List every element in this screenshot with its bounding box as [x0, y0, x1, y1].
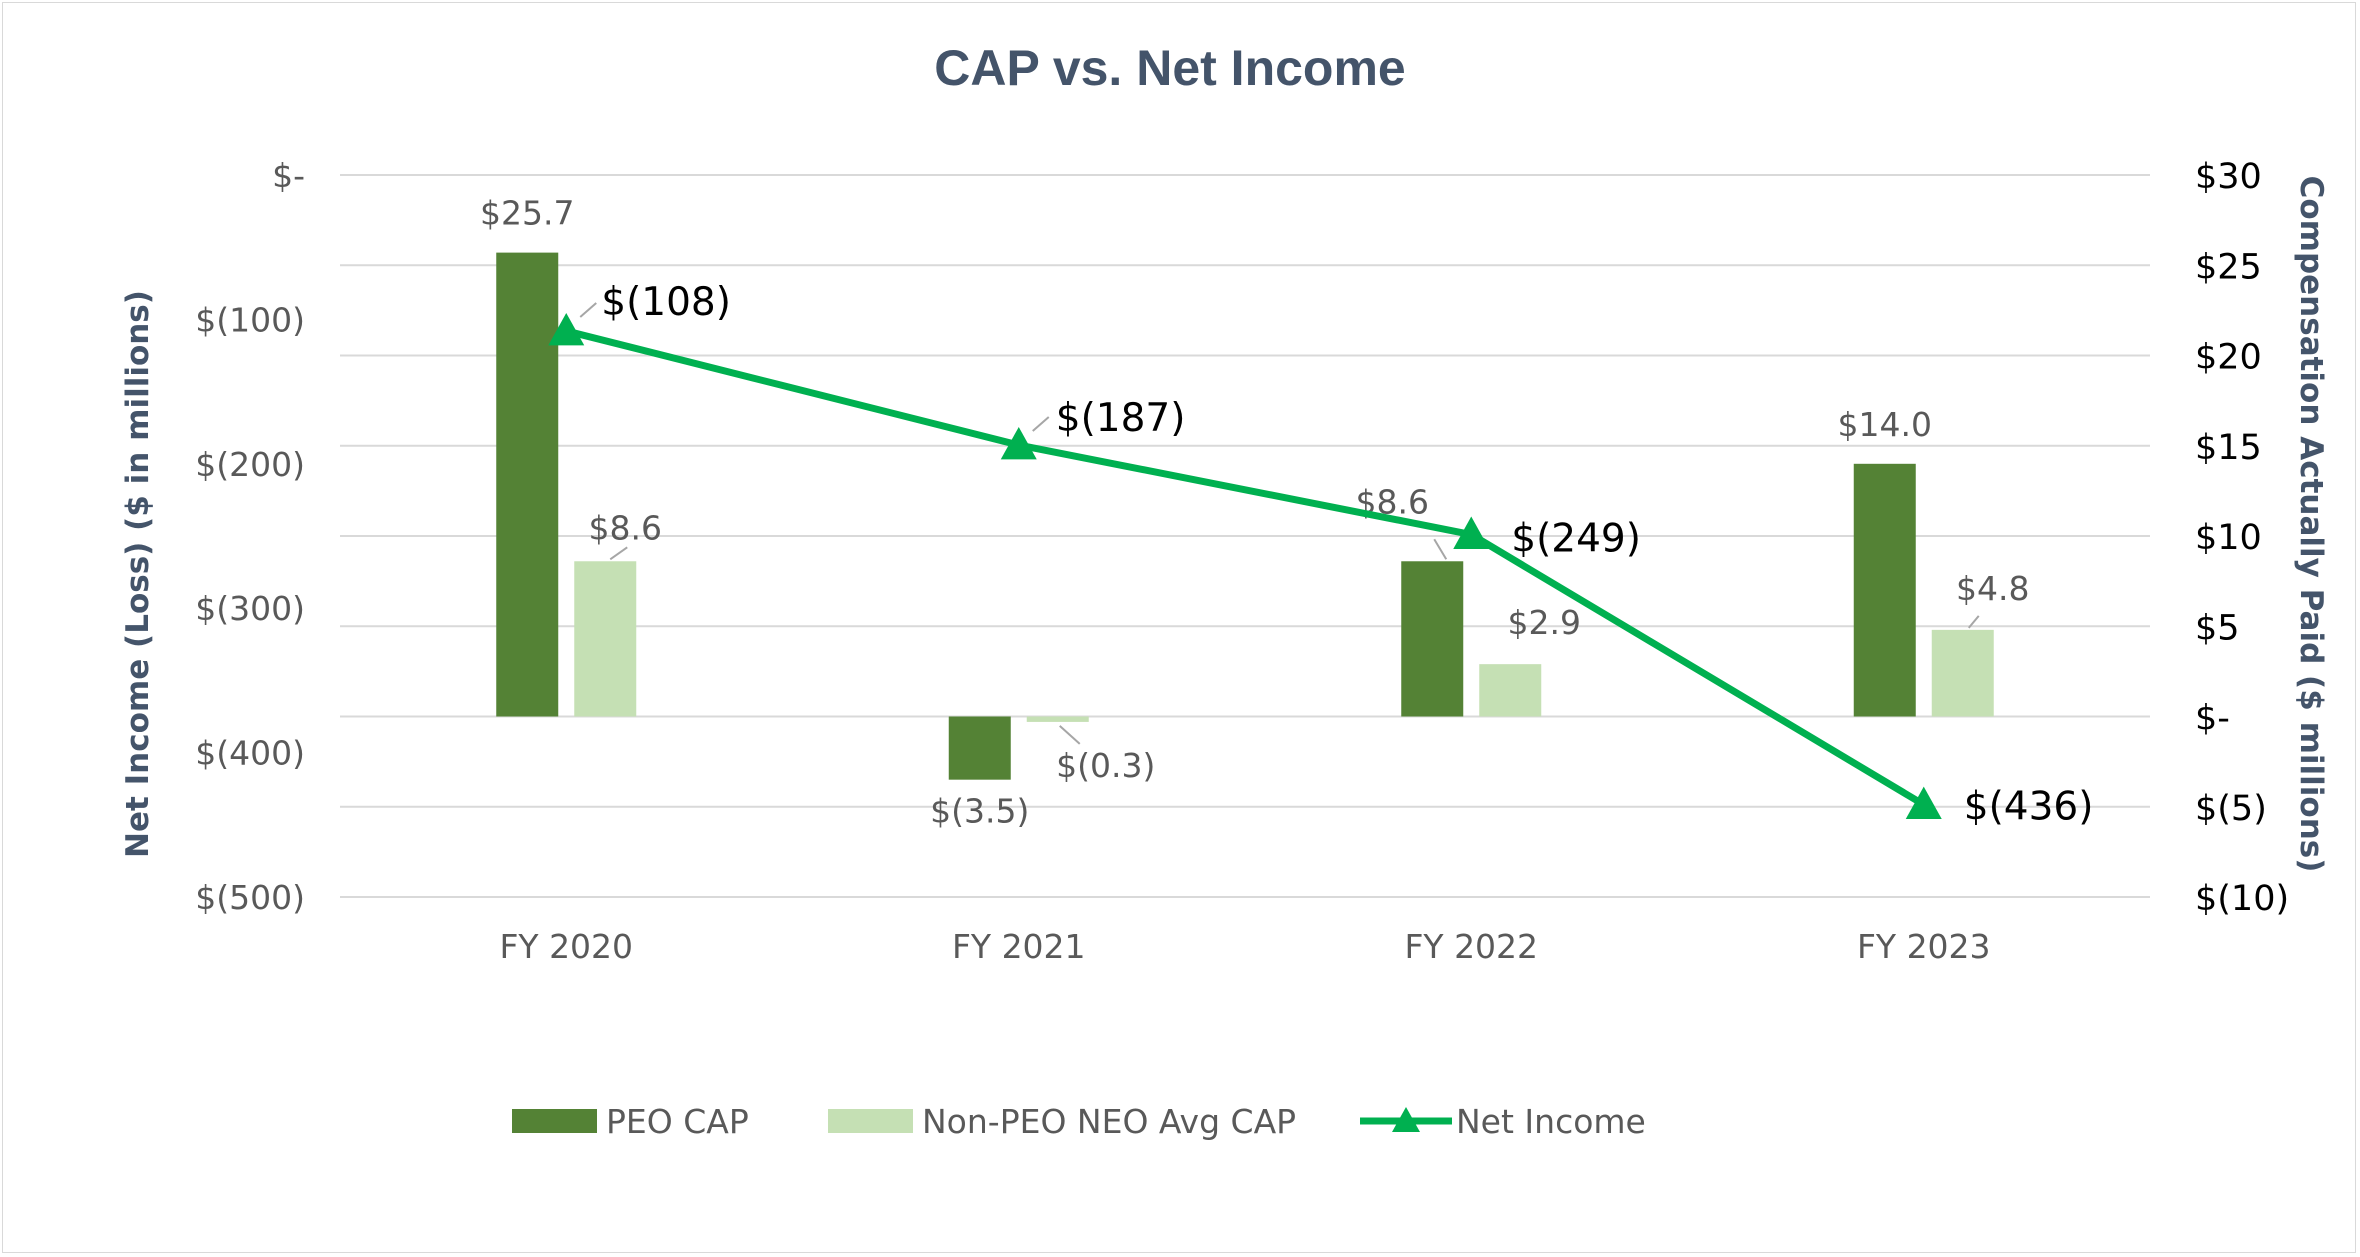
category-label: FY 2022 [1404, 927, 1538, 966]
left-axis-title: Net Income (Loss) ($ in millions) [120, 290, 156, 858]
peo-cap-bar-label: $14.0 [1838, 405, 1932, 444]
legend: PEO CAP Non-PEO NEO Avg CAP Net Income [512, 1102, 1646, 1141]
left-axis-ticks: $- $(100) $(200) $(300) $(400) $(500) [195, 156, 305, 917]
category-label: FY 2023 [1857, 927, 1991, 966]
label-leader-line [579, 302, 597, 318]
leader-lines [609, 538, 1980, 745]
bars [496, 252, 1994, 780]
non-peo-cap-bar [1479, 664, 1542, 717]
right-axis-tick-label: $20 [2195, 338, 2262, 378]
legend-label-peo-cap: PEO CAP [606, 1102, 749, 1141]
legend-swatch-peo-cap [512, 1109, 597, 1133]
chart-title: CAP vs. Net Income [934, 40, 1405, 96]
label-leader-line [609, 546, 628, 561]
non-peo-cap-bar-label: $8.6 [589, 508, 662, 547]
left-axis-tick-label: $(100) [195, 300, 305, 339]
net-income-marker [1000, 427, 1037, 460]
net-income-label: $(436) [1964, 785, 2094, 830]
category-label: FY 2021 [952, 927, 1086, 966]
legend-label-net-income: Net Income [1456, 1102, 1646, 1141]
non-peo-cap-bar-label: $2.9 [1508, 603, 1581, 642]
left-axis-tick-label: $(300) [195, 589, 305, 628]
bar-labels: $25.7$(3.5)$8.6$14.0$8.6$(0.3)$2.9$4.8 [480, 194, 2029, 831]
left-axis-tick-label: $(200) [195, 445, 305, 484]
non-peo-cap-bar-label: $4.8 [1956, 569, 2029, 608]
right-axis-title: Compensation Actually Paid ($ millions) [2293, 176, 2329, 873]
non-peo-cap-bar [574, 561, 637, 717]
label-leader-line [1433, 538, 1448, 560]
net-income-marker [1905, 786, 1942, 819]
right-axis-ticks: $30 $25 $20 $15 $10 $5 $- $(5) $(10) [2195, 157, 2289, 919]
legend-swatch-non-peo-cap [828, 1109, 913, 1133]
non-peo-cap-bar-label: $(0.3) [1056, 746, 1155, 785]
peo-cap-bar [1853, 463, 1916, 717]
net-income-marker [548, 312, 585, 346]
right-axis-tick-label: $15 [2195, 428, 2262, 468]
net-income-line [565, 327, 1926, 808]
right-axis-tick-label: $(10) [2195, 879, 2289, 919]
peo-cap-bar [948, 716, 1011, 780]
left-axis-tick-label: $- [272, 156, 305, 195]
non-peo-cap-bar [1931, 629, 1994, 717]
label-leader-line [1059, 725, 1081, 745]
right-axis-tick-label: $5 [2195, 608, 2240, 648]
net-income-marker [1453, 516, 1490, 549]
non-peo-cap-bar [1026, 716, 1089, 722]
net-income-label: $(187) [1056, 396, 1186, 441]
peo-cap-bar [496, 252, 559, 717]
left-axis-tick-label: $(400) [195, 734, 305, 773]
peo-cap-bar [1401, 561, 1464, 717]
gridlines [340, 174, 2150, 898]
category-label: FY 2020 [499, 927, 633, 966]
right-axis-tick-label: $- [2195, 699, 2230, 739]
legend-label-non-peo-cap: Non-PEO NEO Avg CAP [922, 1102, 1296, 1141]
category-labels: FY 2020 FY 2021 FY 2022 FY 2023 [499, 927, 1990, 966]
label-leader-line [1032, 416, 1050, 432]
peo-cap-bar-label: $25.7 [480, 194, 574, 233]
peo-cap-bar-label: $(3.5) [930, 792, 1029, 831]
net-income-label: $(249) [1511, 517, 1641, 562]
net-income-line-layer: $(108) $(187) $(249) $(436) [548, 280, 2093, 830]
legend-swatch-net-income-marker [1392, 1107, 1420, 1132]
right-axis-tick-label: $(5) [2195, 789, 2267, 829]
left-axis-tick-label: $(500) [195, 878, 305, 917]
right-axis-tick-label: $30 [2195, 157, 2262, 197]
net-income-label: $(108) [601, 280, 731, 325]
right-axis-tick-label: $10 [2195, 518, 2262, 558]
label-leader-line [1967, 615, 1980, 629]
right-axis-tick-label: $25 [2195, 247, 2262, 287]
